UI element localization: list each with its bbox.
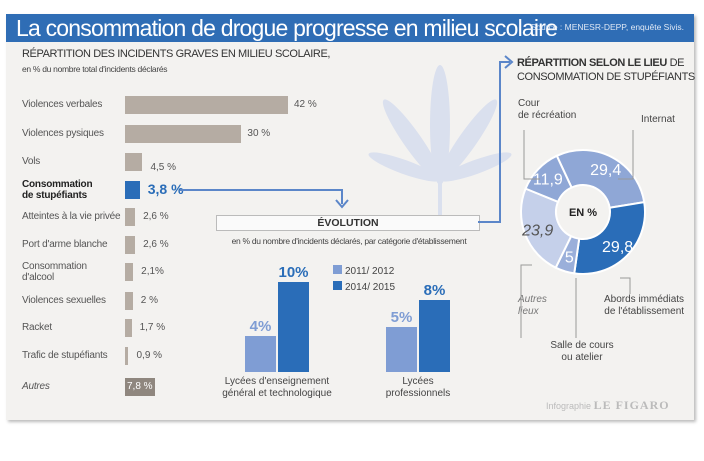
bar-value: 4,5 % (150, 162, 177, 173)
label-salle: Salle de cours ou atelier (550, 340, 614, 363)
donut-slice-value: 29,4 (590, 162, 621, 179)
bar-value: 2,6 % (143, 211, 169, 222)
bar-value: 2,6 % (143, 239, 169, 250)
credit: Infographie LE FIGARO (546, 398, 670, 413)
bar-label: Atteintes à la vie privée (22, 211, 121, 222)
bar-label: Port d'arme blanche (22, 239, 108, 250)
credit-infographie: Infographie (546, 401, 592, 411)
category-line: professionnels (385, 388, 451, 399)
donut-slice-value: 29,8 (602, 239, 633, 256)
bar-label: Consommation de stupéfiants (22, 179, 93, 201)
source-note: Source : MENESR-DEPP, enquête Sivis. (530, 22, 684, 32)
bar (125, 236, 136, 254)
bar-label: Trafic de stupéfiants (22, 350, 108, 361)
arrow-to-location (478, 55, 514, 223)
bar-value: 3,8 % (147, 181, 184, 197)
le-figaro-logo: LE FIGARO (593, 398, 670, 412)
location-donut-chart: 29,4 29,8 5 23,9 11,9 EN % (520, 149, 646, 275)
bar-label: Violences pysiques (22, 128, 104, 139)
label-autres: Autres lieux (518, 294, 547, 317)
evolution-category-label: Lycées d'enseignement général et technolo… (205, 376, 349, 400)
label-cour: Cour de récréation (518, 98, 577, 121)
evolution-subtitle: en % du nombre d'incidents déclarés, par… (231, 236, 467, 246)
location-title-bold: RÉPARTITION SELON LE LIEU (517, 57, 667, 69)
bar-label: Violences sexuelles (22, 295, 106, 306)
cannabis-leaf-watermark (368, 65, 512, 220)
legend-swatch (333, 265, 342, 274)
evolution-category-label: Lycées professionnels (346, 376, 490, 400)
bar (125, 347, 129, 365)
label-abords: Abords immédiats de l'établissement (604, 294, 685, 317)
evolution-title-box: ÉVOLUTION (216, 215, 480, 231)
evolution-bar-value: 10% (278, 264, 309, 281)
bar-value: 2,1% (141, 266, 164, 277)
evolution-bar-value: 5% (390, 309, 413, 326)
bar-value: 7,8 % (127, 381, 153, 392)
donut-center-label: EN % (569, 207, 597, 219)
bar (125, 153, 143, 171)
bar-value: 2 % (140, 295, 158, 306)
label-internat: Internat (641, 114, 675, 125)
bar-label: Vols (22, 156, 41, 167)
evolution-bar-value: 4% (249, 318, 272, 335)
evolution-bar (245, 336, 276, 372)
bar (125, 319, 132, 337)
legend-item-2014: 2014/ 2015 (333, 281, 395, 293)
bar-label: Racket (22, 322, 52, 333)
legend-item-2011: 2011/ 2012 (333, 265, 394, 277)
category-line: Lycées (402, 376, 434, 387)
bar-label: Consommation d'alcool (22, 261, 87, 283)
legend-swatch (333, 281, 342, 290)
bar (125, 208, 136, 226)
incidents-subtitle: en % du nombre total d'incidents déclaré… (22, 64, 168, 74)
evolution-bar (278, 282, 309, 372)
donut-slice-value: 11,9 (533, 172, 563, 189)
arrow-to-evolution (180, 189, 349, 209)
bar-value: 1,7 % (139, 322, 166, 333)
category-line: Lycées d'enseignement (224, 376, 330, 387)
evolution-bar-value: 8% (423, 282, 446, 299)
bar-label: Autres (22, 381, 50, 392)
category-line: général et technologique (222, 388, 332, 399)
location-title-rest: DE (666, 57, 685, 69)
bar (125, 378, 155, 396)
bar (125, 292, 133, 310)
legend-label: 2011/ 2012 (345, 266, 395, 277)
bar-label: Violences verbales (22, 99, 103, 110)
donut-slice-value: 23,9 (521, 222, 553, 239)
bar-value: 30 % (247, 128, 271, 139)
bar (125, 125, 242, 143)
title-bar (6, 14, 694, 42)
page-title: La consommation de drogue progresse en m… (16, 15, 558, 41)
bar-value: 0,9 % (136, 350, 163, 361)
bar-value: 42 % (293, 99, 317, 110)
evolution-title: ÉVOLUTION (317, 217, 379, 229)
bar (125, 263, 134, 281)
donut-slice (520, 187, 573, 270)
leader-lines (520, 130, 634, 338)
donut-slice (524, 154, 573, 204)
evolution-bar (386, 327, 417, 372)
bar (125, 96, 288, 114)
incidents-title: RÉPARTITION DES INCIDENTS GRAVES EN MILI… (22, 48, 331, 60)
donut-slice (573, 200, 646, 275)
location-title-line2: CONSOMMATION DE STUPÉFIANTS (517, 71, 695, 83)
donut-slice (555, 149, 646, 209)
donut-slice-value: 5 (565, 249, 574, 266)
location-title: RÉPARTITION SELON LE LIEU DE CONSOMMATION… (517, 56, 695, 84)
bar (125, 181, 140, 199)
evolution-bar (419, 300, 450, 372)
legend-label: 2014/ 2015 (345, 282, 396, 293)
